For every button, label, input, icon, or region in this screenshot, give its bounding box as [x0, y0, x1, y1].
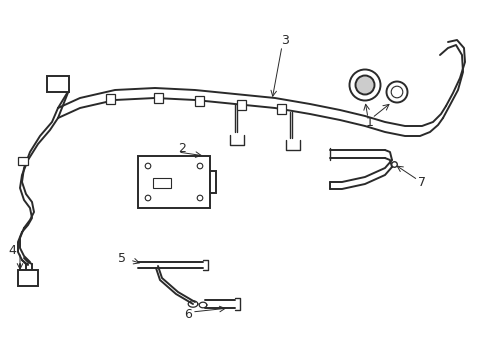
Circle shape [386, 81, 407, 103]
Bar [209, 171, 216, 193]
Bar [195, 96, 204, 106]
Text: 1: 1 [366, 116, 373, 129]
Circle shape [390, 86, 402, 98]
Bar [138, 156, 209, 208]
Text: 4: 4 [8, 243, 16, 256]
Bar [18, 157, 28, 165]
Bar [277, 104, 286, 114]
Text: 7: 7 [417, 176, 425, 189]
Text: 5: 5 [118, 252, 126, 265]
Bar [105, 94, 114, 104]
Circle shape [197, 195, 203, 201]
Bar [153, 93, 162, 103]
Bar [153, 178, 171, 188]
Circle shape [145, 163, 150, 169]
Circle shape [145, 195, 150, 201]
Text: 6: 6 [183, 309, 192, 321]
Circle shape [197, 163, 203, 169]
Bar [18, 270, 38, 286]
Bar [47, 76, 69, 92]
Text: 2: 2 [178, 141, 185, 154]
Circle shape [355, 76, 374, 95]
Text: 3: 3 [281, 33, 288, 46]
Bar [237, 100, 246, 110]
Circle shape [349, 69, 380, 100]
